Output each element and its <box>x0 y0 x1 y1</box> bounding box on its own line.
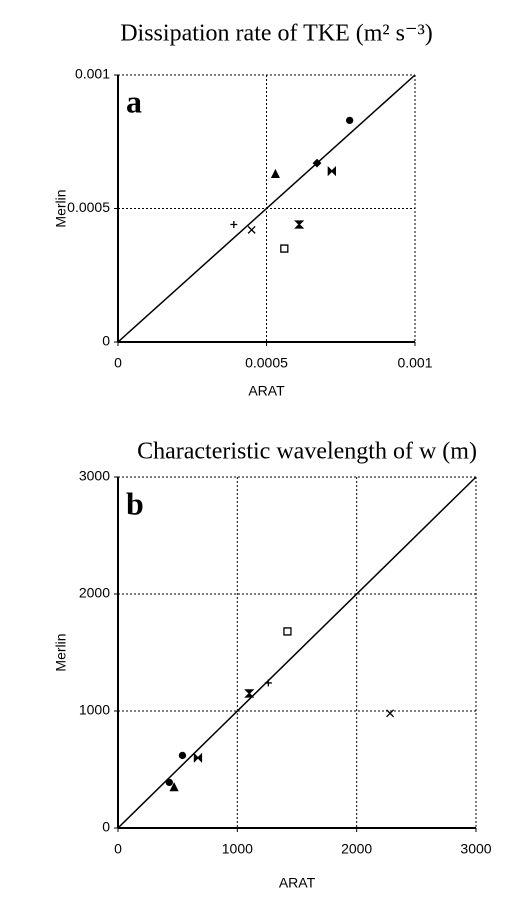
y-tick-label: 0.001 <box>75 66 110 82</box>
y-tick-label: 0 <box>102 819 110 835</box>
data-point <box>346 116 354 124</box>
x-tick-label: 0.001 <box>397 355 432 371</box>
data-point <box>178 751 187 760</box>
x-tick-label: 0.0005 <box>245 355 288 371</box>
data-point <box>312 158 322 168</box>
y-tick-label: 1000 <box>79 702 110 718</box>
panel-label: b <box>126 485 144 521</box>
x-tick-label: 3000 <box>460 841 491 857</box>
data-point <box>294 220 305 229</box>
data-point <box>283 627 292 636</box>
chart-title: Characteristic wavelength of w (m) <box>137 439 477 465</box>
x-tick-label: 1000 <box>222 841 253 857</box>
data-point <box>270 168 280 178</box>
identity-line <box>117 74 416 343</box>
x-tick-label: 0 <box>114 841 122 857</box>
x-tick-label: 0 <box>114 355 122 371</box>
x-axis-label: ARAT <box>279 875 316 891</box>
y-axis-label: Merlin <box>53 189 69 227</box>
data-point <box>244 689 255 698</box>
data-point <box>247 225 256 234</box>
identity-line <box>117 476 477 829</box>
chart-title: Dissipation rate of TKE (m² s⁻³) <box>120 21 433 47</box>
panel-label: a <box>126 83 142 119</box>
y-tick-label: 0 <box>102 333 110 349</box>
data-point <box>280 244 289 253</box>
data-point <box>193 752 203 763</box>
data-point <box>386 709 395 718</box>
y-tick-label: 2000 <box>79 585 110 601</box>
data-point <box>165 778 173 786</box>
data-point <box>230 221 238 229</box>
y-tick-label: 3000 <box>79 468 110 484</box>
data-point <box>264 679 272 687</box>
y-tick-label: 0.0005 <box>67 199 110 215</box>
y-axis-label: Merlin <box>53 633 69 671</box>
data-point <box>327 166 336 177</box>
x-axis-label: ARAT <box>248 383 285 399</box>
data-point <box>169 782 179 792</box>
x-tick-label: 2000 <box>341 841 372 857</box>
